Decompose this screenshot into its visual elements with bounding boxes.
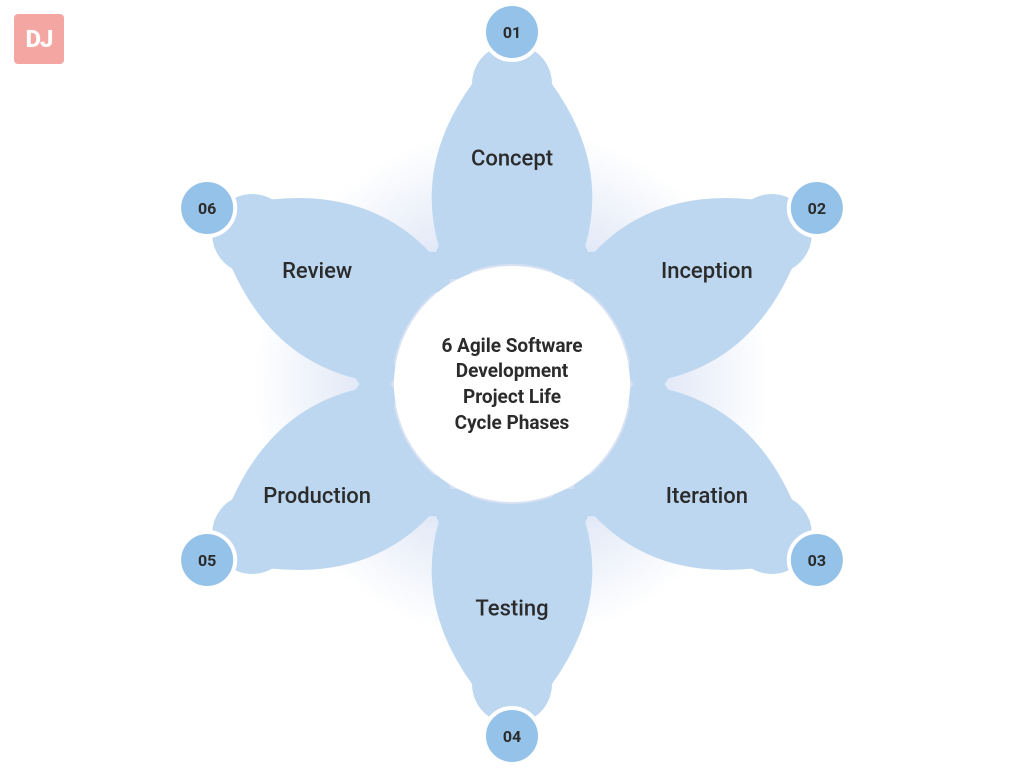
phase-number: 05 [198,551,216,570]
center-title: 6 Agile SoftwareDevelopmentProject LifeC… [441,333,582,436]
phase-label: Testing [475,597,548,622]
center-title-line: Project Life [441,384,582,410]
phase-number-badge: 01 [482,2,542,62]
phase-label: Production [263,484,371,509]
phase-number-badge: 02 [787,178,847,238]
phase-number-badge: 03 [787,530,847,590]
phase-number: 01 [503,23,521,42]
brand-logo: DJ [14,14,64,64]
canvas: DJ 6 Agile SoftwareDevelopmentProject Li… [0,0,1024,768]
phase-number: 03 [808,551,826,570]
phase-label: Iteration [666,484,748,509]
center-disc: 6 Agile SoftwareDevelopmentProject LifeC… [394,266,630,502]
phase-number-badge: 06 [177,178,237,238]
cycle-diagram: 6 Agile SoftwareDevelopmentProject LifeC… [112,0,912,768]
phase-number: 06 [198,199,216,218]
center-title-line: Development [441,358,582,384]
phase-number: 02 [808,199,826,218]
center-title-line: 6 Agile Software [441,333,582,359]
brand-logo-text: DJ [25,25,52,53]
phase-number-badge: 05 [177,530,237,590]
phase-label: Concept [471,147,553,172]
center-title-line: Cycle Phases [441,410,582,436]
phase-label: Review [282,259,352,284]
phase-number: 04 [503,727,521,746]
phase-number-badge: 04 [482,706,542,766]
phase-label: Inception [661,259,753,284]
